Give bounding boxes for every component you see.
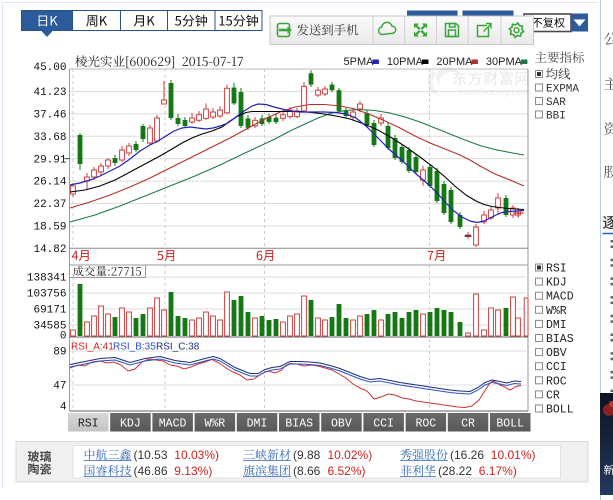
- svg-text:41.23: 41.23: [33, 87, 66, 99]
- svg-text:EXPMA: EXPMA: [546, 84, 579, 96]
- svg-text:ROC: ROC: [546, 375, 567, 388]
- svg-text:MACD: MACD: [159, 418, 187, 431]
- svg-text:RSI: RSI: [78, 418, 99, 431]
- svg-text:BBI: BBI: [546, 111, 566, 123]
- svg-text:4: 4: [60, 402, 67, 414]
- svg-text:33.68: 33.68: [33, 132, 66, 144]
- svg-text:(16.26: (16.26: [450, 448, 484, 462]
- svg-text:30PMA: 30PMA: [486, 56, 523, 68]
- svg-text:14.82: 14.82: [33, 244, 66, 256]
- svg-text:45.00: 45.00: [33, 62, 66, 74]
- svg-text:MACD: MACD: [546, 291, 574, 304]
- svg-text:34585: 34585: [33, 321, 66, 333]
- svg-text:W%R: W%R: [204, 418, 225, 431]
- svg-text:DMI: DMI: [546, 319, 567, 332]
- svg-text:89: 89: [53, 347, 66, 359]
- svg-text:9.13%): 9.13%): [174, 464, 212, 478]
- svg-text:W%R: W%R: [546, 305, 567, 318]
- svg-text:5PMA: 5PMA: [344, 56, 375, 68]
- svg-text:RSI_A:41: RSI_A:41: [71, 342, 114, 353]
- svg-text:29.91: 29.91: [33, 154, 66, 166]
- svg-text:DMI: DMI: [247, 418, 268, 431]
- svg-text:0: 0: [60, 331, 67, 343]
- svg-text:6.17%): 6.17%): [479, 464, 517, 478]
- svg-text:CR: CR: [546, 389, 560, 402]
- svg-text:37.46: 37.46: [33, 109, 66, 121]
- svg-text:(9.88: (9.88: [293, 448, 321, 462]
- svg-text:(28.22: (28.22: [438, 464, 472, 478]
- svg-text:KDJ: KDJ: [546, 277, 567, 290]
- svg-text:10.01%): 10.01%): [491, 448, 536, 462]
- svg-text:20PMA: 20PMA: [436, 56, 473, 68]
- svg-text:103756: 103756: [27, 289, 67, 301]
- svg-text:22.37: 22.37: [33, 199, 66, 211]
- svg-text:OBV: OBV: [546, 347, 567, 360]
- svg-text:CCI: CCI: [373, 418, 394, 431]
- svg-text:47: 47: [53, 381, 66, 393]
- svg-text:(8.66: (8.66: [293, 464, 321, 478]
- svg-text:CR: CR: [461, 418, 475, 431]
- svg-text:69171: 69171: [33, 305, 66, 317]
- svg-text:RSI_B:35: RSI_B:35: [113, 342, 156, 353]
- svg-text:CCI: CCI: [546, 361, 567, 374]
- svg-text:138341: 138341: [27, 273, 67, 285]
- svg-text:10.02%): 10.02%): [328, 448, 373, 462]
- svg-text:OBV: OBV: [331, 418, 352, 431]
- svg-text:(46.86: (46.86: [134, 464, 168, 478]
- svg-text:BIAS: BIAS: [546, 333, 574, 346]
- svg-text:BIAS: BIAS: [285, 418, 313, 431]
- svg-text:RSI: RSI: [546, 263, 567, 276]
- svg-text:26.14: 26.14: [33, 177, 66, 189]
- svg-text:10.03%): 10.03%): [174, 448, 219, 462]
- svg-text:ROC: ROC: [415, 418, 436, 431]
- svg-text:10PMA: 10PMA: [387, 56, 424, 68]
- svg-text:(10.53: (10.53: [134, 448, 168, 462]
- svg-text:SAR: SAR: [546, 97, 566, 109]
- svg-text:RSI_C:38: RSI_C:38: [156, 342, 200, 353]
- svg-text:6.52%): 6.52%): [328, 464, 366, 478]
- svg-text:BOLL: BOLL: [546, 404, 574, 417]
- svg-text:BOLL: BOLL: [496, 418, 524, 431]
- svg-text:18.59: 18.59: [33, 221, 66, 233]
- svg-text:KDJ: KDJ: [120, 418, 141, 431]
- svg-text:eastmoney.com: eastmoney.com: [458, 86, 532, 98]
